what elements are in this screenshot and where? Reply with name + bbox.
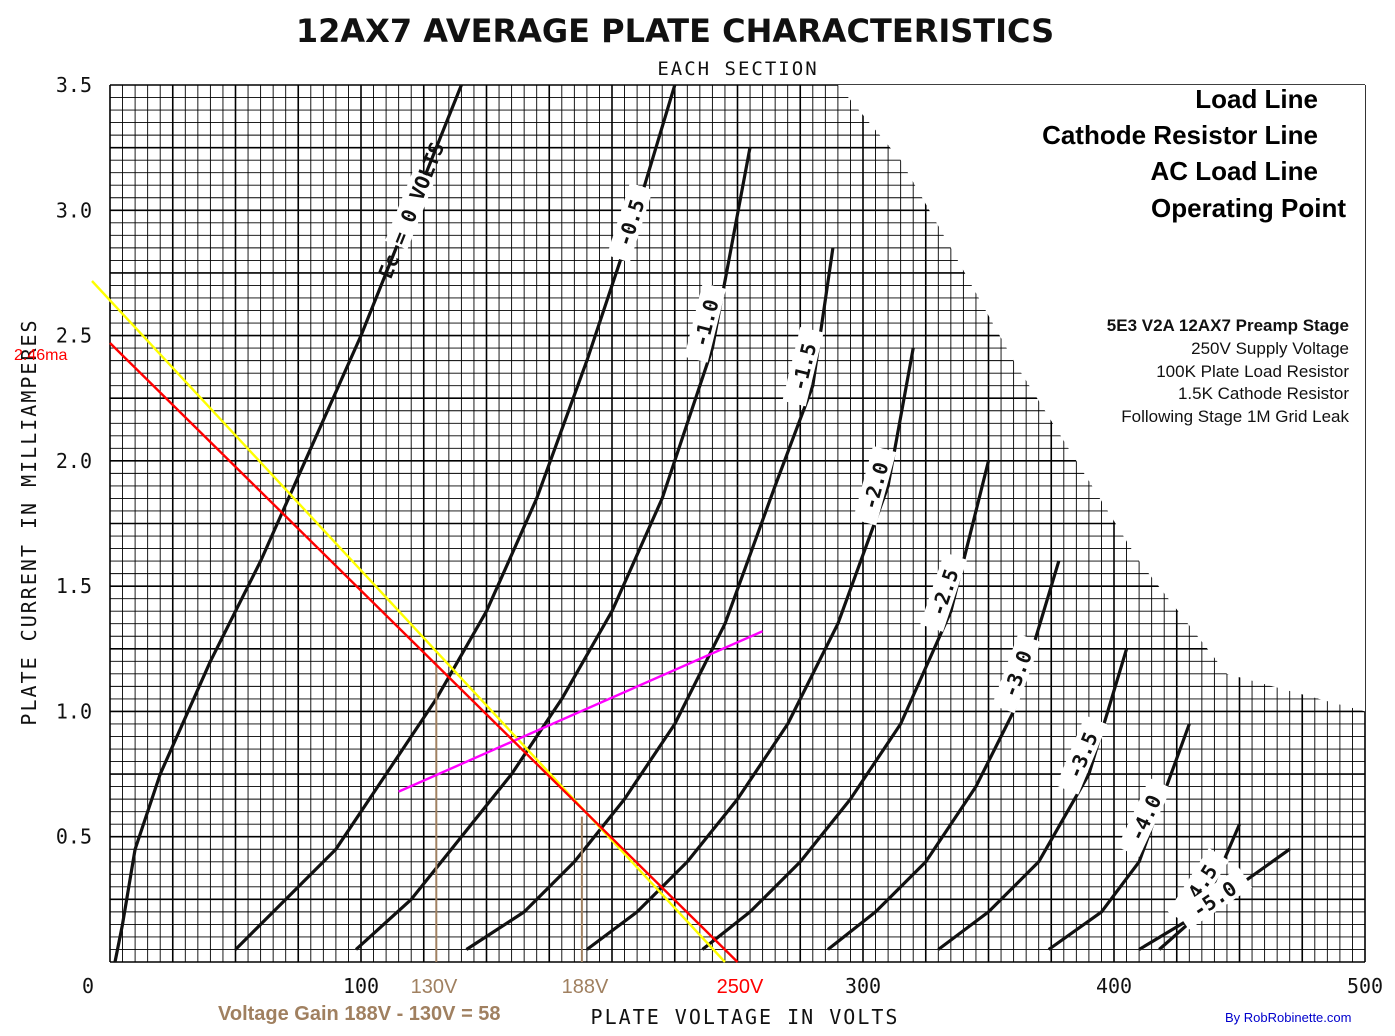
y-tick-label: 1.5 [56, 574, 92, 598]
curve-label-bg [782, 326, 824, 407]
legend: Load Line Cathode Resistor Line AC Load … [1042, 84, 1346, 223]
info-line: 100K Plate Load Resistor [1156, 362, 1349, 381]
y-tick-labels: 0.5 1.0 1.5 2.0 2.5 3.0 3.5 [56, 73, 92, 849]
x-tick-labels: 0 100 300 400 500 [82, 974, 1383, 998]
curve-label-bg [852, 445, 897, 526]
curve-label-bg [992, 633, 1041, 714]
load-lines [91, 280, 764, 963]
y-axis-label: PLATE CURRENT IN MILLIAMPERES [17, 318, 41, 725]
y-tick-label: 0.5 [56, 825, 92, 849]
info-line: 1.5K Cathode Resistor [1178, 384, 1349, 403]
y-tick-label: 3.0 [56, 198, 92, 222]
info-line: 250V Supply Voltage [1191, 339, 1349, 358]
info-title: 5E3 V2A 12AX7 Preamp Stage [1107, 316, 1349, 335]
legend-operating-point: Operating Point [1151, 193, 1346, 223]
x-axis-label: PLATE VOLTAGE IN VOLTS [591, 1005, 900, 1029]
curve-label-bg [1056, 715, 1108, 795]
plate-curve [234, 84, 677, 951]
plate-curve [701, 460, 991, 951]
curve-label-bg [920, 552, 968, 632]
x-tick-label: 300 [845, 974, 881, 998]
chart-title: 12AX7 AVERAGE PLATE CHARACTERISTICS [296, 12, 1054, 50]
x-tick-label: 0 [82, 974, 94, 998]
x-tick-label: 100 [343, 974, 379, 998]
x-tick-label: 500 [1347, 974, 1383, 998]
curve-label-bg [606, 182, 653, 263]
plate-curve [113, 84, 463, 963]
voltage-gain-label: Voltage Gain 188V - 130V = 58 [218, 1003, 501, 1025]
plate-curve [354, 147, 752, 951]
legend-ac-load-line: AC Load Line [1150, 156, 1318, 186]
legend-cathode-resistor-line: Cathode Resistor Line [1042, 120, 1318, 150]
y-tick-label: 3.5 [56, 73, 92, 97]
paper-edge-mask [624, 85, 1365, 712]
plate-curves: Ec = 0 VOLTS -0.5-1.0-1.5-2.0-2.5-3.0-3.5… [113, 84, 1291, 963]
curve-label-bg [684, 283, 727, 363]
overlay-line [91, 280, 726, 963]
load-line-intercept-label: 2.46ma [14, 347, 67, 364]
marker-188v-label: 188V [562, 976, 609, 998]
plate-curve [465, 247, 835, 951]
marker-250v-label: 250V [717, 976, 764, 998]
plot-grid [109, 84, 1366, 963]
y-tick-label: 2.0 [56, 449, 92, 473]
curve-label-bg [1175, 867, 1253, 930]
legend-load-line: Load Line [1195, 84, 1318, 114]
x-tick-label: 400 [1096, 974, 1132, 998]
overlay-line [109, 342, 739, 963]
y-tick-label: 2.5 [56, 324, 92, 348]
credit-label: By RobRobinette.com [1225, 1010, 1351, 1025]
overlay-line [398, 630, 764, 793]
info-line: Following Stage 1M Grid Leak [1121, 407, 1349, 426]
curve-label-bg [384, 170, 436, 250]
marker-130v-label: 130V [411, 976, 458, 998]
curve-label: -1.0 [689, 297, 724, 350]
curve-label-bg [1117, 777, 1172, 858]
y-tick-label: 1.0 [56, 699, 92, 723]
chart-subtitle: EACH SECTION [657, 58, 818, 80]
info-box: 5E3 V2A 12AX7 Preamp Stage 250V Supply V… [1107, 316, 1350, 426]
